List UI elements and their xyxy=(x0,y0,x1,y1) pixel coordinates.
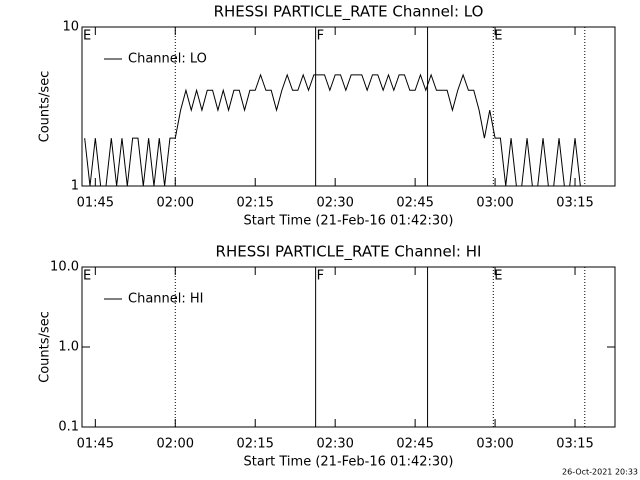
chart-title: RHESSI PARTICLE_RATE Channel: LO xyxy=(214,3,484,22)
y-tick-label: 1 xyxy=(71,179,79,194)
x-tick-label: 02:00 xyxy=(157,196,194,211)
x-tick-label: 02:15 xyxy=(236,196,273,211)
event-label: F xyxy=(317,29,324,44)
legend-label: Channel: HI xyxy=(128,292,204,307)
data-line xyxy=(84,73,581,187)
event-label: E xyxy=(83,269,91,284)
y-tick-label: 10.0 xyxy=(50,260,79,275)
x-axis-label: Start Time (21-Feb-16 01:42:30) xyxy=(244,455,454,470)
legend-label: Channel: LO xyxy=(128,52,207,67)
x-tick-label: 01:45 xyxy=(77,196,114,211)
x-tick-label: 02:30 xyxy=(316,196,353,211)
x-tick-label: 02:30 xyxy=(316,437,353,452)
x-tick-label: 02:45 xyxy=(396,437,433,452)
y-axis-label: Counts/sec xyxy=(38,311,53,383)
footer: 26-Oct-2021 20:33 xyxy=(562,468,638,477)
y-axis-label: Counts/sec xyxy=(38,71,53,143)
y-tick-label: 0.1 xyxy=(58,420,79,435)
x-tick-label: 03:15 xyxy=(556,196,593,211)
event-label: F xyxy=(317,269,324,284)
x-tick-label: 03:15 xyxy=(556,437,593,452)
chart-title: RHESSI PARTICLE_RATE Channel: HI xyxy=(216,243,482,262)
event-label: E xyxy=(83,29,91,44)
y-tick-label: 1.0 xyxy=(58,340,79,355)
x-tick-label: 03:00 xyxy=(476,437,513,452)
x-axis-label: Start Time (21-Feb-16 01:42:30) xyxy=(244,214,454,229)
x-tick-label: 02:00 xyxy=(157,437,194,452)
plot-frame xyxy=(81,26,616,187)
x-tick-label: 01:45 xyxy=(77,437,114,452)
x-tick-label: 03:00 xyxy=(476,196,513,211)
y-tick-label: 10 xyxy=(62,20,79,35)
x-tick-label: 02:45 xyxy=(396,196,433,211)
x-tick-label: 02:15 xyxy=(236,437,273,452)
event-label: E xyxy=(494,269,502,284)
event-label: E xyxy=(494,29,502,44)
